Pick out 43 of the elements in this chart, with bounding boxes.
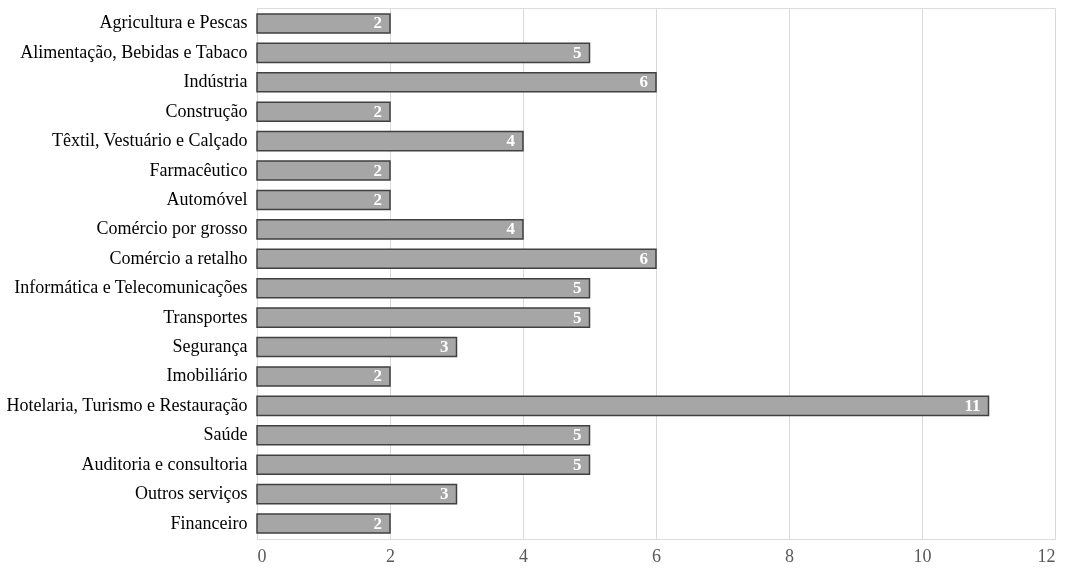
y-tick-label: Agricultura e Pescas	[99, 12, 248, 33]
data-label: 2	[373, 13, 382, 33]
x-tick-label: 6	[652, 545, 661, 566]
data-label: 3	[440, 484, 449, 504]
y-tick-label: Construção	[165, 100, 248, 121]
y-tick-label: Automóvel	[166, 188, 248, 209]
y-tick-label: Hotelaria, Turismo e Restauração	[6, 394, 248, 415]
y-tick-label: Auditoria e consultoria	[81, 453, 248, 474]
data-label: 2	[373, 160, 382, 180]
y-tick-label: Comércio por grosso	[96, 218, 248, 239]
data-label: 2	[373, 101, 382, 121]
x-tick-label: 8	[785, 545, 794, 566]
y-tick-label: Comércio a retalho	[109, 247, 248, 268]
y-tick-label: Saúde	[203, 424, 248, 445]
y-tick-label: Farmacêutico	[149, 159, 248, 180]
data-label: 5	[573, 278, 582, 298]
y-tick-label: Imobiliário	[166, 365, 248, 386]
x-tick-label: 0	[257, 545, 267, 566]
y-tick-label: Transportes	[163, 306, 248, 327]
x-tick-label: 12	[1037, 545, 1056, 566]
data-label: 6	[639, 248, 648, 268]
x-tick-label: 2	[386, 545, 395, 566]
y-tick-label: Outros serviços	[135, 483, 248, 504]
y-tick-label: Financeiro	[170, 512, 248, 533]
data-label: 4	[506, 219, 516, 239]
data-label: 2	[373, 513, 382, 533]
y-tick-label: Informática e Telecomunicações	[14, 277, 248, 298]
data-label: 5	[573, 307, 582, 327]
data-label: 5	[573, 454, 582, 474]
data-label: 11	[964, 395, 981, 415]
data-label: 4	[506, 131, 516, 151]
data-label: 2	[373, 366, 382, 386]
data-label: 2	[373, 189, 382, 209]
y-tick-label: Indústria	[183, 71, 248, 92]
x-tick-label: 4	[519, 545, 528, 566]
data-label: 5	[573, 425, 582, 445]
y-tick-label: Segurança	[172, 336, 248, 357]
data-label: 6	[639, 72, 648, 92]
data-label: 5	[573, 42, 582, 62]
x-tick-label: 10	[913, 545, 932, 566]
data-label: 3	[440, 337, 449, 357]
y-tick-label: Têxtil, Vestuário e Calçado	[51, 130, 248, 151]
y-tick-label: Alimentação, Bebidas e Tabaco	[20, 41, 248, 62]
